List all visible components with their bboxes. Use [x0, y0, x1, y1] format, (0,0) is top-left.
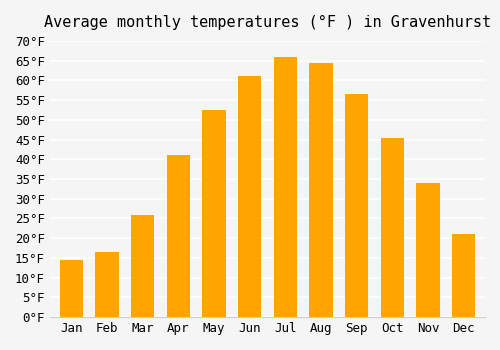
- Bar: [166, 155, 190, 236]
- Bar: [238, 76, 261, 317]
- Bar: [131, 215, 154, 266]
- Bar: [274, 57, 297, 317]
- Title: Average monthly temperatures (°F ) in Gravenhurst: Average monthly temperatures (°F ) in Gr…: [44, 15, 491, 30]
- Bar: [416, 183, 440, 317]
- Bar: [380, 138, 404, 317]
- Bar: [60, 260, 83, 288]
- Bar: [310, 63, 332, 317]
- Bar: [238, 76, 261, 197]
- Bar: [60, 260, 83, 317]
- Bar: [60, 260, 83, 317]
- Bar: [202, 110, 226, 317]
- Bar: [345, 94, 368, 317]
- Bar: [166, 155, 190, 317]
- Bar: [416, 183, 440, 250]
- Bar: [416, 183, 440, 317]
- Bar: [452, 234, 475, 317]
- Bar: [452, 234, 475, 317]
- Bar: [166, 155, 190, 317]
- Bar: [131, 215, 154, 317]
- Bar: [96, 252, 118, 317]
- Bar: [380, 138, 404, 228]
- Bar: [238, 76, 261, 317]
- Bar: [96, 252, 118, 317]
- Bar: [274, 57, 297, 317]
- Bar: [452, 234, 475, 276]
- Bar: [310, 63, 332, 317]
- Bar: [202, 110, 226, 214]
- Bar: [202, 110, 226, 317]
- Bar: [131, 215, 154, 317]
- Bar: [310, 63, 332, 190]
- Bar: [380, 138, 404, 317]
- Bar: [274, 57, 297, 187]
- Bar: [345, 94, 368, 206]
- Bar: [345, 94, 368, 317]
- Bar: [96, 252, 118, 285]
